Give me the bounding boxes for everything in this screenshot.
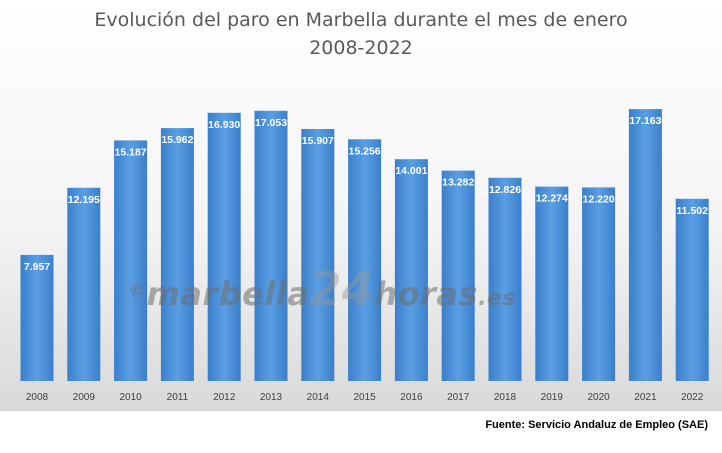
x-tick-2015: 2015 [353,392,376,403]
bar-2012 [207,112,241,382]
data-label-2016: 14.001 [395,165,427,177]
data-label-2010: 15.187 [115,146,147,158]
bar-2014 [301,129,335,381]
x-tick-2012: 2012 [213,392,236,403]
data-label-2013: 17.053 [255,117,287,129]
x-tick-2016: 2016 [400,392,423,403]
data-label-2009: 12.195 [68,194,100,206]
x-tick-2019: 2019 [541,392,564,403]
bar-2015 [348,139,382,381]
x-tick-2017: 2017 [447,392,470,403]
bar-2020 [582,187,616,381]
bar-2011 [160,128,194,381]
bar-2008 [20,254,54,381]
x-tick-2010: 2010 [119,392,142,403]
x-tick-2022: 2022 [681,392,704,403]
chart-area: Evolución del paro en Marbella durante e… [0,0,722,411]
data-label-2017: 13.282 [442,177,474,189]
data-label-2014: 15.907 [302,135,334,147]
data-label-2011: 15.962 [161,134,193,146]
watermark-logo: ©marbella24horas.es [128,262,516,316]
x-tick-2014: 2014 [307,392,330,403]
bar-2009 [67,187,101,381]
chart-subtitle: 2008-2022 [309,37,413,59]
x-tick-2009: 2009 [73,392,96,403]
data-label-2022: 11.502 [676,205,708,217]
bar-2013 [254,110,288,382]
data-label-2018: 12.826 [489,184,521,196]
x-tick-2011: 2011 [167,392,189,403]
bar-2016 [394,159,428,381]
x-tick-2021: 2021 [634,392,657,403]
source-note: Fuente: Servicio Andaluz de Empleo (SAE) [485,419,708,431]
data-label-2020: 12.220 [583,193,615,205]
data-label-2021: 17.163 [629,115,661,127]
x-tick-2013: 2013 [260,392,283,403]
data-label-2015: 15.256 [349,145,381,157]
bar-2019 [535,186,569,381]
data-label-2012: 16.930 [208,119,240,131]
x-tick-2018: 2018 [494,392,517,403]
data-label-2019: 12.274 [536,193,568,205]
bar-2018 [488,177,522,381]
data-label-2008: 7.957 [24,261,50,273]
x-tick-2008: 2008 [26,392,49,403]
bar-2022 [675,198,709,381]
bar-chart-svg: 7.957 12.195 15.187 15.962 16.930 17.053 15.90… [20,109,709,403]
chart-title: Evolución del paro en Marbella durante e… [94,9,628,31]
x-tick-2020: 2020 [587,392,610,403]
bar-2021 [628,109,662,381]
bar-2017 [441,170,475,381]
bar-2010 [114,140,148,381]
